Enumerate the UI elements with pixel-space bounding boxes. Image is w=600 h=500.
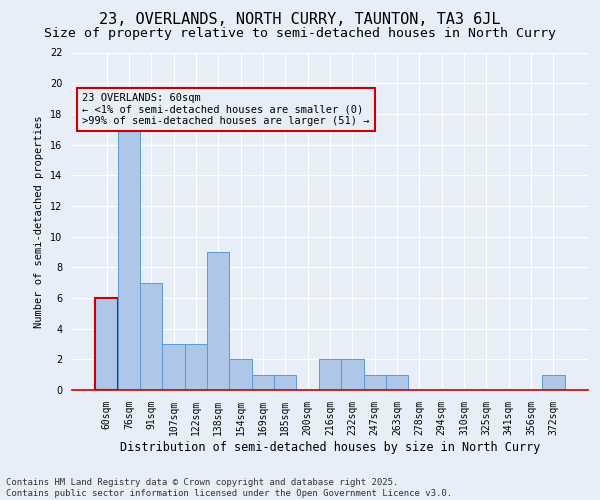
Text: Size of property relative to semi-detached houses in North Curry: Size of property relative to semi-detach… bbox=[44, 28, 556, 40]
Y-axis label: Number of semi-detached properties: Number of semi-detached properties bbox=[34, 115, 44, 328]
Bar bbox=[386, 374, 408, 390]
Bar bbox=[140, 282, 163, 390]
Text: Contains HM Land Registry data © Crown copyright and database right 2025.
Contai: Contains HM Land Registry data © Crown c… bbox=[6, 478, 452, 498]
Bar bbox=[542, 374, 565, 390]
X-axis label: Distribution of semi-detached houses by size in North Curry: Distribution of semi-detached houses by … bbox=[120, 440, 540, 454]
Bar bbox=[118, 114, 140, 390]
Bar bbox=[163, 344, 185, 390]
Bar bbox=[364, 374, 386, 390]
Bar bbox=[252, 374, 274, 390]
Bar bbox=[229, 360, 252, 390]
Bar bbox=[274, 374, 296, 390]
Bar bbox=[319, 360, 341, 390]
Text: 23 OVERLANDS: 60sqm
← <1% of semi-detached houses are smaller (0)
>99% of semi-d: 23 OVERLANDS: 60sqm ← <1% of semi-detach… bbox=[82, 93, 370, 126]
Bar bbox=[207, 252, 229, 390]
Bar bbox=[95, 298, 118, 390]
Bar bbox=[341, 360, 364, 390]
Bar bbox=[185, 344, 207, 390]
Text: 23, OVERLANDS, NORTH CURRY, TAUNTON, TA3 6JL: 23, OVERLANDS, NORTH CURRY, TAUNTON, TA3… bbox=[99, 12, 501, 28]
